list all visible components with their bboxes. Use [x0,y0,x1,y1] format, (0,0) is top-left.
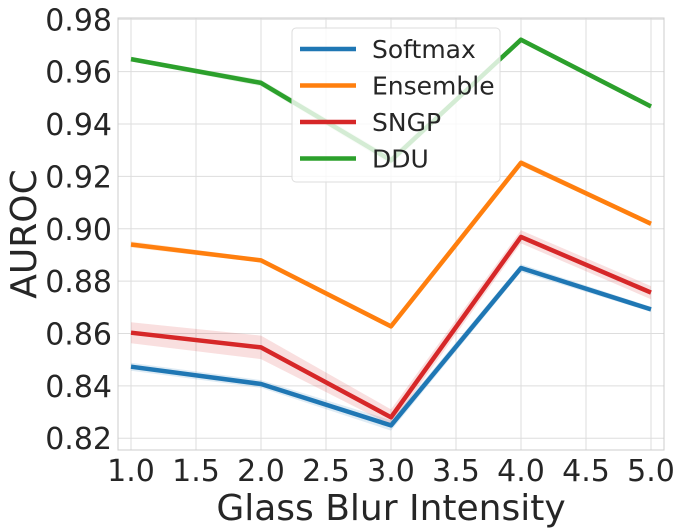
y-tick-label: 0.92 [45,160,112,195]
x-tick-label: 2.5 [302,454,350,489]
legend-label: SNGP [372,108,441,137]
x-tick-labels: 1.0 1.5 2.0 2.5 3.0 3.5 4.0 4.5 5.0 [107,454,675,489]
x-tick-label: 4.5 [562,454,610,489]
y-tick-labels: 0.82 0.84 0.86 0.88 0.90 0.92 0.94 0.96 0.98 [45,3,112,457]
x-tick-label: 1.0 [107,454,155,489]
x-tick-label: 1.5 [172,454,220,489]
x-tick-label: 5.0 [627,454,675,489]
legend-label: Ensemble [372,72,495,101]
x-tick-label: 4.0 [497,454,545,489]
legend-label: Softmax [372,35,476,64]
y-tick-label: 0.84 [45,370,112,405]
plot-frame [117,17,665,451]
x-tick-label: 2.0 [237,454,285,489]
x-tick-label: 3.5 [432,454,480,489]
line-ensemble [130,160,652,329]
y-axis-title: AUROC [4,169,45,298]
y-tick-label: 0.94 [45,108,112,143]
y-tick-label: 0.86 [45,317,112,352]
x-axis-title: Glass Blur Intensity [216,488,565,529]
legend: Softmax Ensemble SNGP DDU [291,27,501,183]
y-tick-label: 0.90 [45,213,112,248]
line-sngp [130,234,652,420]
y-tick-label: 0.82 [45,422,112,457]
y-tick-label: 0.88 [45,265,112,300]
y-tick-label: 0.98 [45,3,112,38]
legend-label: DDU [372,145,429,174]
line-softmax [130,265,652,428]
legend-box [291,27,501,183]
y-tick-label: 0.96 [45,56,112,91]
x-tick-label: 3.0 [367,454,415,489]
